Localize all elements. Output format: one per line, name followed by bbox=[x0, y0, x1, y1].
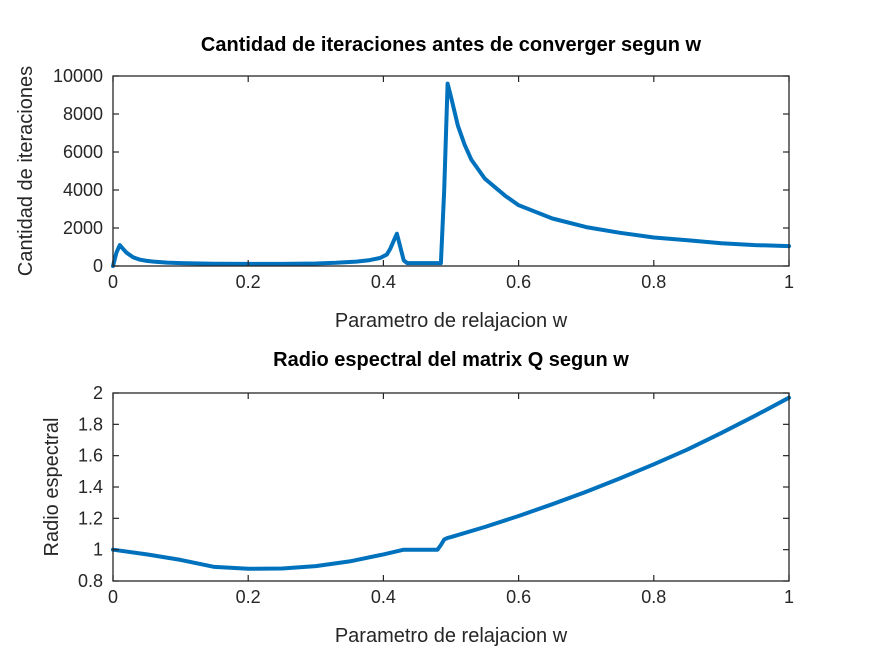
iterations-plot-xtick-label: 0.4 bbox=[371, 272, 396, 292]
spectral-radius-plot-xtick-label: 0 bbox=[108, 587, 118, 607]
spectral-radius-plot-xtick-label: 0.2 bbox=[236, 587, 261, 607]
iterations-plot-xtick-label: 0.2 bbox=[236, 272, 261, 292]
spectral-radius-plot-ytick-label: 0.8 bbox=[78, 571, 103, 591]
spectral-radius-plot-frame bbox=[112, 392, 790, 582]
iterations-plot-ytick-label: 2000 bbox=[63, 218, 103, 238]
spectral-radius-plot-xlabel: Parametro de relajacion w bbox=[335, 625, 568, 647]
spectral-radius-plot-series-line bbox=[111, 395, 791, 571]
iterations-plot-title: Cantidad de iteraciones antes de converg… bbox=[201, 34, 702, 56]
spectral-radius-plot-ylabel: Radio espectral bbox=[41, 418, 63, 557]
spectral-radius-plot-ytick-label: 2 bbox=[93, 383, 103, 403]
iterations-plot-ytick-label: 8000 bbox=[63, 104, 103, 124]
spectral-radius-plot-ytick-label: 1 bbox=[93, 540, 103, 560]
iterations-plot-ytick-label: 4000 bbox=[63, 180, 103, 200]
spectral-radius-plot: Radio espectral del matrix Q segun w Par… bbox=[41, 349, 794, 647]
spectral-radius-plot-xtick-label: 1 bbox=[784, 587, 794, 607]
spectral-radius-plot-title: Radio espectral del matrix Q segun w bbox=[273, 349, 629, 371]
iterations-plot-xtick-label: 0.8 bbox=[641, 272, 666, 292]
spectral-radius-plot-ytick-label: 1.6 bbox=[78, 446, 103, 466]
iterations-plot-frame bbox=[112, 75, 790, 267]
spectral-radius-plot-ytick-label: 1.8 bbox=[78, 414, 103, 434]
iterations-plot-ytick-label: 10000 bbox=[53, 66, 103, 86]
iterations-plot: Cantidad de iteraciones antes de converg… bbox=[15, 34, 794, 332]
iterations-plot-xlabel: Parametro de relajacion w bbox=[335, 310, 568, 332]
spectral-radius-plot-xtick-label: 0.6 bbox=[506, 587, 531, 607]
spectral-radius-plot-xtick-label: 0.8 bbox=[641, 587, 666, 607]
iterations-plot-series-line bbox=[111, 81, 791, 268]
iterations-plot-xtick-label: 1 bbox=[784, 272, 794, 292]
iterations-plot-xtick-label: 0 bbox=[108, 272, 118, 292]
spectral-radius-plot-ytick-label: 1.4 bbox=[78, 477, 103, 497]
iterations-plot-xtick-label: 0.6 bbox=[506, 272, 531, 292]
iterations-plot-ytick-label: 0 bbox=[93, 256, 103, 276]
spectral-radius-plot-ytick-label: 1.2 bbox=[78, 508, 103, 528]
iterations-plot-ytick-label: 6000 bbox=[63, 142, 103, 162]
spectral-radius-plot-xtick-label: 0.4 bbox=[371, 587, 396, 607]
iterations-plot-ylabel: Cantidad de iteraciones bbox=[15, 66, 37, 276]
